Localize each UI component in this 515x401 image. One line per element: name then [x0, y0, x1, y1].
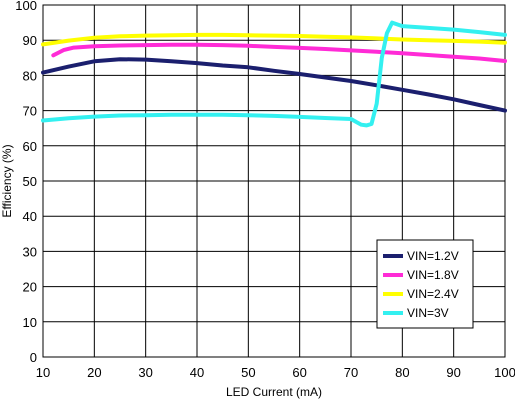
y-tick-label: 80: [23, 68, 37, 83]
y-tick-label: 0: [30, 350, 37, 365]
x-tick-label: 20: [87, 365, 101, 380]
x-tick-label: 90: [446, 365, 460, 380]
y-tick-label: 30: [23, 244, 37, 259]
x-axis-ticks: 10 20 30 40 50 60 70 80 90 100: [36, 365, 515, 380]
y-tick-label: 70: [23, 104, 37, 119]
series-line-2: [51, 42, 507, 63]
legend: VIN=1.2V VIN=1.8V VIN=2.4V VIN=3V: [376, 239, 474, 329]
legend-label: VIN=3V: [407, 306, 449, 320]
y-tick-label: 40: [23, 209, 37, 224]
x-axis-title: LED Current (mA): [226, 385, 322, 399]
x-tick-label: 100: [494, 365, 515, 380]
x-tick-label: 80: [395, 365, 409, 380]
x-tick-label: 30: [138, 365, 152, 380]
y-tick-label: 90: [23, 33, 37, 48]
y-tick-label: 100: [15, 0, 37, 13]
y-tick-label: 20: [23, 280, 37, 295]
x-tick-label: 10: [36, 365, 50, 380]
series-line-1: [41, 57, 507, 113]
x-tick-label: 60: [292, 365, 306, 380]
series-line-4: [41, 20, 507, 128]
x-tick-label: 40: [190, 365, 204, 380]
legend-label: VIN=2.4V: [407, 287, 459, 301]
plot-frame: [42, 4, 506, 358]
legend-label: VIN=1.2V: [407, 249, 459, 263]
y-axis-title: Efficiency (%): [0, 144, 14, 217]
series-line-3: [41, 32, 507, 47]
y-tick-label: 10: [23, 315, 37, 330]
x-tick-label: 70: [344, 365, 358, 380]
y-axis-ticks: 0 10 20 30 40 50 60 70 80 90 100: [15, 0, 37, 365]
series-layer: [41, 20, 507, 128]
x-tick-label: 50: [241, 365, 255, 380]
y-tick-label: 50: [23, 174, 37, 189]
legend-label: VIN=1.8V: [407, 268, 459, 282]
y-tick-label: 60: [23, 139, 37, 154]
